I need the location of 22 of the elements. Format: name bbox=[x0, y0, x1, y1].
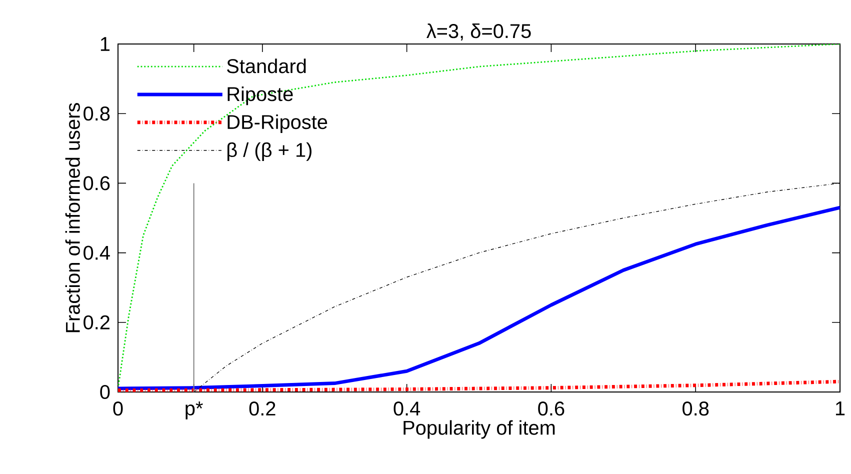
y-tick-label: 0.4 bbox=[84, 246, 110, 260]
x-tick-label: p* bbox=[186, 402, 203, 420]
x-tick-label: 1 bbox=[836, 402, 845, 416]
x-tick-label: 0.2 bbox=[249, 402, 276, 416]
x-tick-label: 0.6 bbox=[538, 402, 564, 416]
y-tick-label: 0.2 bbox=[84, 315, 110, 330]
y-axis-title: Fraction of informed users bbox=[65, 103, 80, 332]
x-tick-label: 0.4 bbox=[394, 402, 420, 416]
line-series bbox=[118, 206, 840, 390]
line-series bbox=[118, 380, 840, 392]
x-tick-label: 0.8 bbox=[682, 402, 709, 416]
legend-label: Riposte bbox=[228, 86, 293, 106]
legend-label: β / (β + 1) bbox=[228, 142, 312, 161]
chart-title: λ=3, δ=0.75 bbox=[426, 24, 531, 40]
x-axis-title: Popularity of item bbox=[404, 420, 555, 439]
legend-label: Standard bbox=[227, 58, 306, 74]
y-tick-label: 1 bbox=[100, 37, 110, 51]
legend-label: DB-Riposte bbox=[228, 114, 328, 134]
x-tick-label: 0 bbox=[113, 402, 123, 416]
y-tick-label: 0 bbox=[100, 384, 110, 400]
y-tick-label: 0.6 bbox=[84, 176, 110, 190]
y-tick-label: 0.8 bbox=[84, 106, 110, 121]
